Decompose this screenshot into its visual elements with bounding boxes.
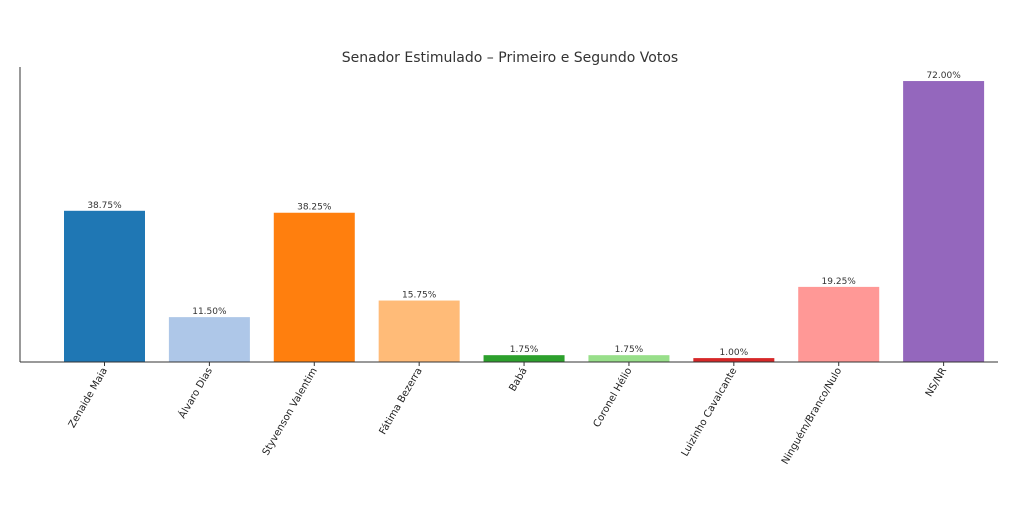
- bar: [588, 355, 670, 362]
- bar: [64, 210, 145, 362]
- bar: [693, 358, 775, 362]
- x-tick-label: Styvenson Valentim: [261, 366, 320, 458]
- x-tick-label: Fátima Bezerra: [377, 366, 425, 437]
- bar: [903, 81, 985, 363]
- bar-value-label: 1.75%: [615, 345, 644, 355]
- bar-value-label: 11.50%: [192, 307, 227, 317]
- bars-group: [64, 81, 985, 363]
- bar-value-label: 1.75%: [510, 345, 539, 355]
- value-labels-group: 38.75% 11.50% 38.25% 15.75% 1.75% 1.75% 1.00% 1…: [87, 71, 961, 358]
- bar-value-label: 38.25%: [297, 203, 332, 213]
- bar-value-label: 38.75%: [87, 201, 122, 211]
- x-tick-label: Babá: [507, 366, 530, 394]
- x-tick-label: Zenaide Maia: [67, 366, 110, 430]
- x-tick-label: NS/NR: [924, 366, 949, 399]
- chart-title: Senador Estimulado – Primeiro e Segundo …: [342, 50, 678, 66]
- bar-value-label: 19.25%: [822, 277, 857, 287]
- bar: [798, 286, 880, 362]
- bar: [483, 355, 565, 362]
- bar-value-label: 15.75%: [402, 291, 437, 301]
- bar: [378, 300, 460, 362]
- x-tick-labels-group: Zenaide Maia Álvaro Dias Styvenson Valenti…: [67, 362, 949, 466]
- x-tick-label: Álvaro Dias: [175, 365, 215, 421]
- bar-value-label: 1.00%: [720, 348, 749, 358]
- x-tick-label: Coronel Hélio: [591, 366, 635, 430]
- bar-value-label: 72.00%: [926, 71, 961, 81]
- bar: [273, 212, 355, 362]
- x-tick-label: Luizinho Cavalcante: [680, 366, 740, 459]
- x-tick-label: Ninguém/Branco/Nulo: [779, 366, 844, 467]
- bar: [168, 317, 250, 362]
